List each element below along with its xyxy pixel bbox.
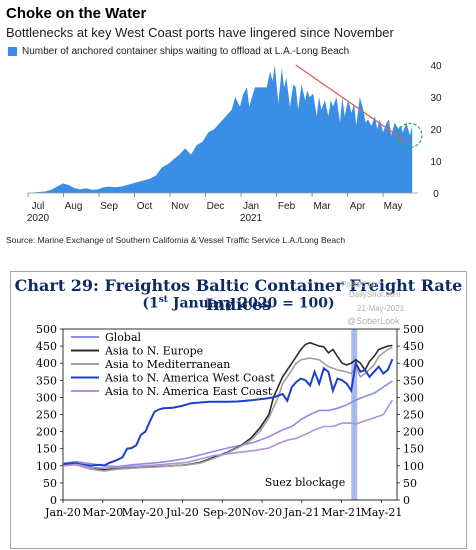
top-chart-source: Source: Marine Exchange of Southern Cali… bbox=[6, 235, 346, 245]
x-tick-label: Sep bbox=[100, 201, 118, 212]
x-tick-label: May-21 bbox=[361, 506, 403, 519]
subtitle-sup: st bbox=[158, 295, 168, 305]
watermark-line3: 21-May-2021 bbox=[357, 304, 405, 313]
trend-line bbox=[295, 64, 407, 143]
x-tick-label: Jan bbox=[243, 201, 259, 212]
x-tick-label: Mar bbox=[313, 201, 331, 212]
series-line bbox=[62, 399, 394, 470]
x-tick-label: Oct bbox=[137, 201, 153, 212]
series-line bbox=[62, 347, 393, 472]
y-tick-label-left: 300 bbox=[36, 391, 57, 404]
x-tick-label: Nov bbox=[171, 201, 189, 212]
top-chart-legend: Number of anchored container ships waiti… bbox=[8, 46, 349, 57]
freight-rate-chart: Chart 29: Freightos Baltic Container Fre… bbox=[10, 271, 467, 549]
x-tick-label: May-20 bbox=[122, 506, 164, 519]
x-tick-label: Apr bbox=[350, 201, 366, 212]
x-subtick-label: 2020 bbox=[27, 213, 50, 224]
x-tick-label: Jan-20 bbox=[44, 506, 81, 519]
y-tick-label: 10 bbox=[430, 157, 442, 168]
suez-blockage-band bbox=[351, 329, 358, 500]
y-tick-label-right: 250 bbox=[403, 409, 424, 422]
y-tick-label-right: 400 bbox=[403, 357, 424, 370]
x-tick-label: Feb bbox=[278, 201, 296, 212]
y-tick-label-right: 450 bbox=[403, 340, 424, 353]
legend-label: Asia to N. America East Coast bbox=[104, 385, 273, 398]
y-tick-label-right: 100 bbox=[403, 460, 424, 473]
y-tick-label-right: 150 bbox=[403, 443, 424, 456]
bottom-chart-title: Chart 29: Freightos Baltic Container Fre… bbox=[14, 276, 463, 314]
watermark-handle: @SoberLook bbox=[347, 316, 400, 326]
subtitle-suffix: January 2020 = 100) bbox=[167, 295, 335, 312]
y-tick-label-left: 250 bbox=[36, 409, 57, 422]
y-tick-label-left: 450 bbox=[36, 340, 57, 353]
bottom-chart-subtitle: (1st January 2020 = 100) bbox=[11, 295, 466, 312]
top-chart-legend-label: Number of anchored container ships waiti… bbox=[22, 46, 350, 57]
y-tick-label-left: 50 bbox=[43, 477, 57, 490]
y-tick-label-left: 400 bbox=[36, 357, 57, 370]
y-tick-label-left: 150 bbox=[36, 443, 57, 456]
top-chart-subtitle: Bottlenecks at key West Coast ports have… bbox=[6, 25, 394, 40]
bottom-chart-plot: 0 0 50 50 100 100 150 150 200 200 250 250 300 300 350 3… bbox=[36, 323, 424, 519]
series-line bbox=[62, 380, 393, 468]
y-tick-label: 20 bbox=[430, 125, 442, 136]
series-area bbox=[28, 65, 413, 193]
x-tick-label: May bbox=[384, 201, 403, 212]
x-tick-label: Jan-21 bbox=[283, 506, 320, 519]
x-tick-label: Aug bbox=[65, 201, 83, 212]
x-tick-label: Jul bbox=[32, 201, 45, 212]
y-tick-label: 40 bbox=[430, 61, 442, 72]
subtitle-prefix: (1 bbox=[142, 295, 159, 312]
suez-blockage-label: Suez blockage bbox=[265, 476, 346, 489]
watermark-line1: Posted on bbox=[341, 280, 378, 289]
x-tick-label: Mar-20 bbox=[82, 506, 123, 519]
anchored-ships-chart: Choke on the Water Bottlenecks at key We… bbox=[0, 0, 476, 258]
y-tick-label-right: 350 bbox=[403, 374, 424, 387]
legend-label: Asia to N. Europe bbox=[104, 345, 203, 358]
y-tick-label-left: 200 bbox=[36, 426, 57, 439]
legend-label: Asia to N. America West Coast bbox=[104, 372, 275, 385]
legend-swatch bbox=[8, 47, 17, 56]
y-tick-label-right: 200 bbox=[403, 426, 424, 439]
legend-label: Global bbox=[105, 331, 142, 344]
x-tick-label: Sep-20 bbox=[203, 506, 242, 519]
x-tick-label: Dec bbox=[207, 201, 225, 212]
x-tick-label: Jul-20 bbox=[165, 506, 199, 519]
legend-label: Asia to Mediterranean bbox=[104, 358, 230, 371]
y-tick-label-left: 0 bbox=[50, 494, 57, 507]
top-chart-title: Choke on the Water bbox=[6, 5, 147, 22]
y-tick-label: 30 bbox=[430, 93, 442, 104]
y-tick-label-left: 500 bbox=[36, 323, 57, 336]
y-tick-label-right: 500 bbox=[403, 323, 424, 336]
series-line bbox=[62, 358, 394, 467]
y-tick-label-right: 50 bbox=[403, 477, 417, 490]
y-tick-label: 0 bbox=[433, 189, 439, 200]
y-tick-label-right: 300 bbox=[403, 391, 424, 404]
x-tick-label: Mar-21 bbox=[321, 506, 362, 519]
y-tick-label-left: 350 bbox=[36, 374, 57, 387]
watermark-line2: DailyShot.com bbox=[349, 290, 401, 299]
x-tick-label: Nov-20 bbox=[242, 506, 282, 519]
x-subtick-label: 2021 bbox=[240, 213, 263, 224]
y-tick-label-right: 0 bbox=[403, 494, 410, 507]
y-tick-label-left: 100 bbox=[36, 460, 57, 473]
